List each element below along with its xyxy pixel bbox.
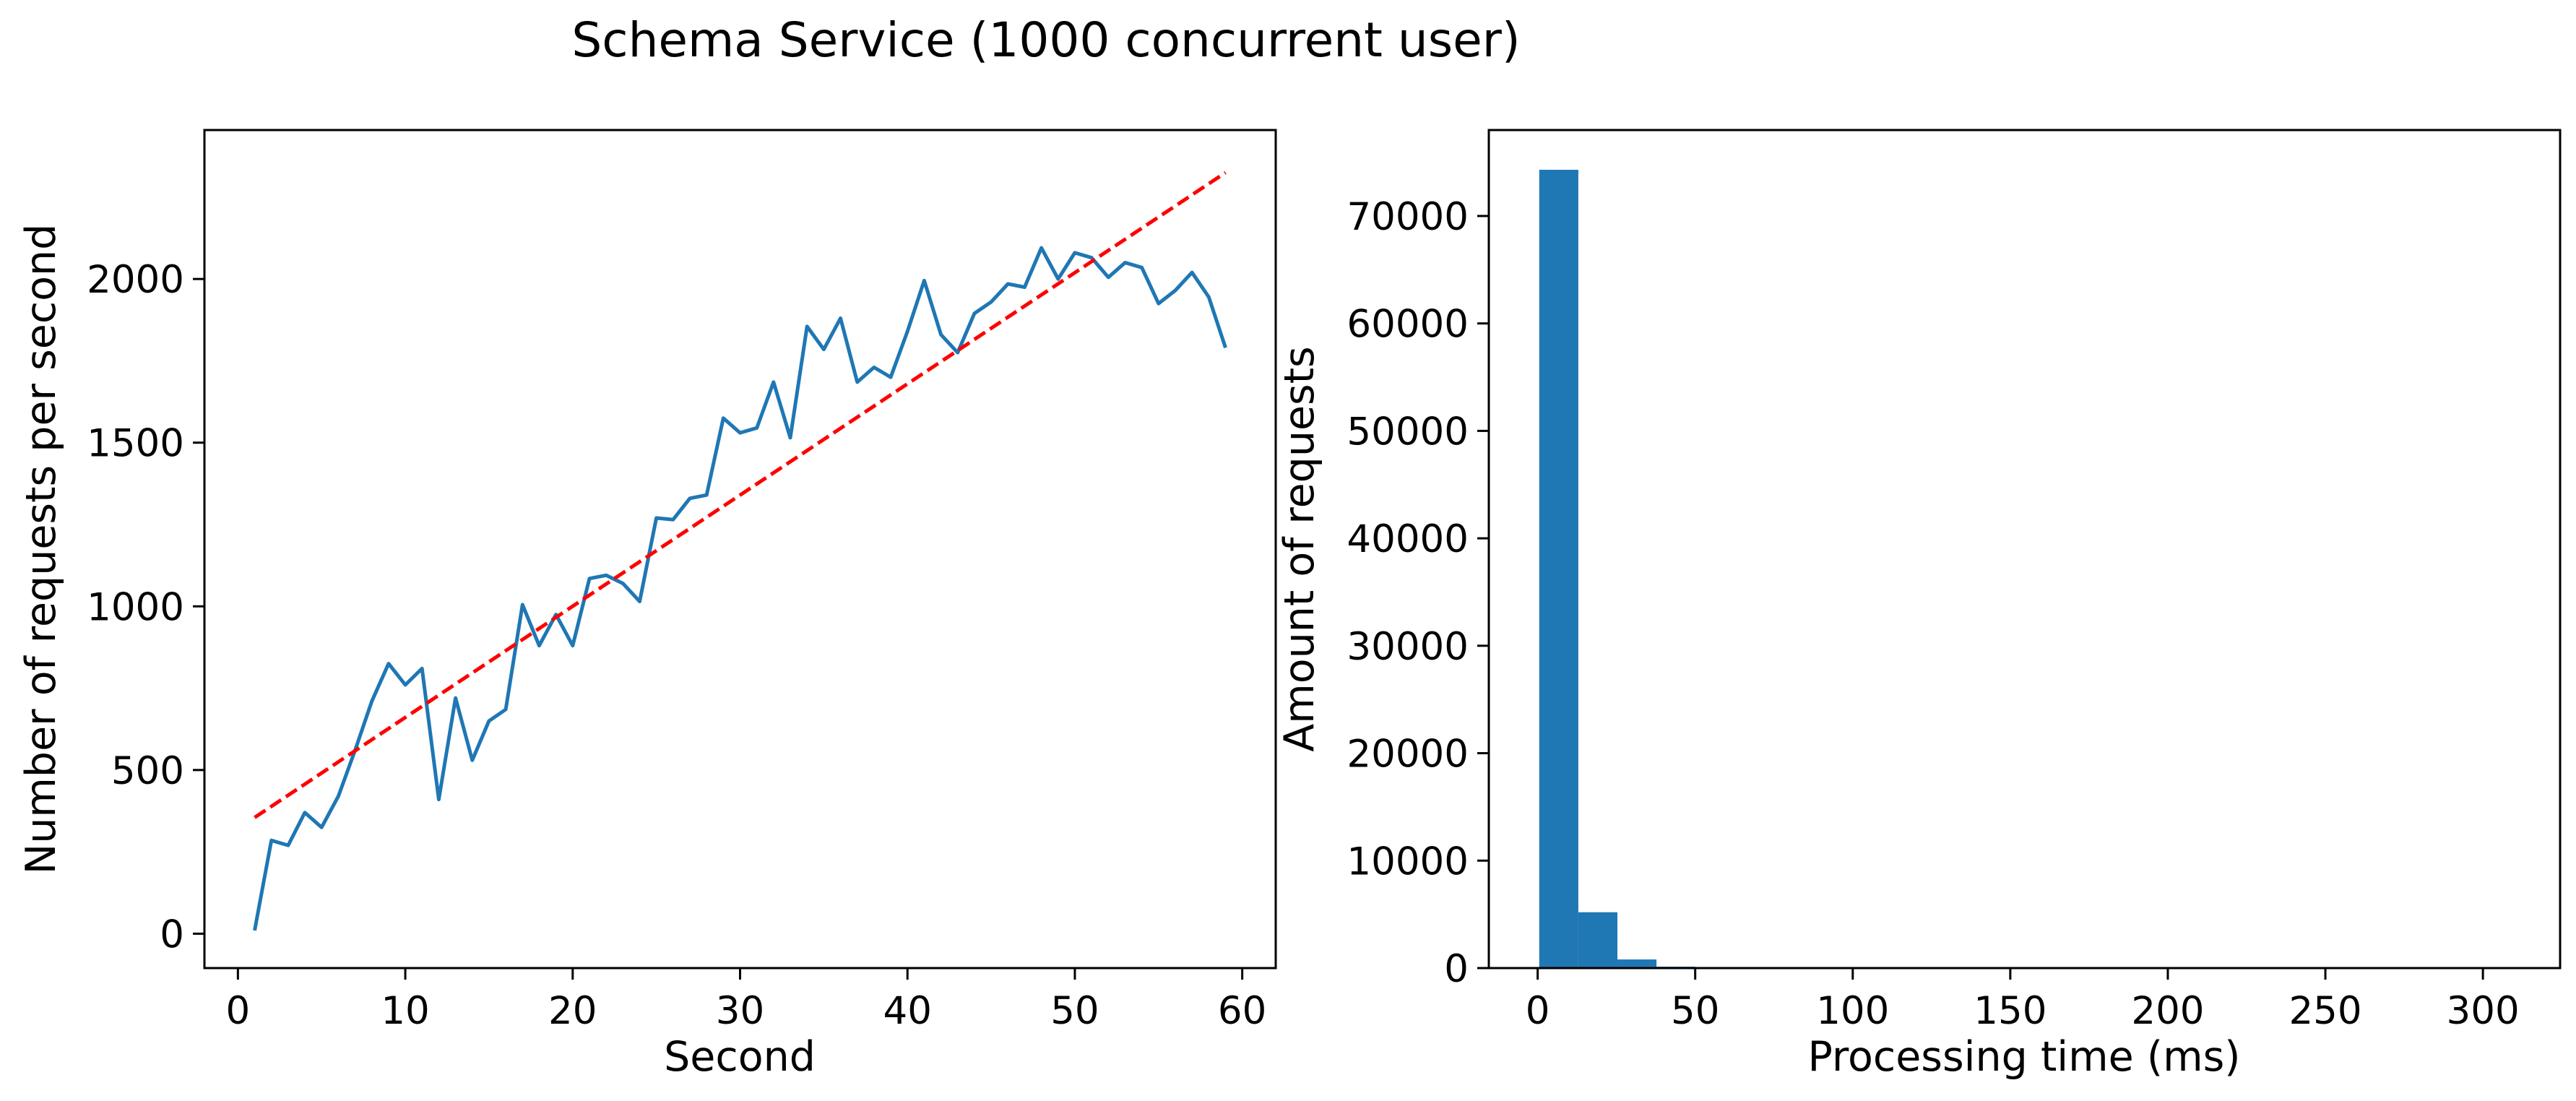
left-chart-frame (203, 129, 1277, 970)
left-y-tick-label: 1500 (87, 422, 184, 466)
right-x-tick-label: 100 (1816, 989, 1889, 1033)
histogram-bar (1578, 912, 1617, 968)
right-y-tick-label: 30000 (1347, 625, 1469, 669)
right-y-tick-label: 40000 (1347, 517, 1469, 561)
right-x-tick-label: 50 (1671, 989, 1719, 1033)
left-chart-marks (253, 170, 1227, 931)
right-x-ticks: 0 50 100 150 200 250 300 (1526, 968, 2520, 1033)
left-y-tick-label: 1000 (87, 585, 184, 629)
right-chart-frame (1487, 129, 2562, 970)
right-x-axis-label: Processing time (ms) (1807, 1033, 2240, 1081)
right-x-tick-label: 150 (1974, 989, 2046, 1033)
left-x-axis-label: Second (664, 1033, 816, 1081)
right-x-tick-label: 300 (2447, 989, 2520, 1033)
processing-time-histogram: 0 50 100 150 200 250 300 0 10000 20000 30000 40000… (1276, 129, 2562, 1081)
requests-per-second-chart: 0 10 20 30 40 50 60 0 500 1000 1500 2000 Second Nu… (17, 129, 1277, 1081)
right-y-tick-label: 20000 (1347, 733, 1469, 777)
right-y-axis-label: Amount of requests (1276, 346, 1323, 752)
histogram-bar (1539, 170, 1578, 968)
trend-line (254, 170, 1227, 819)
right-chart-marks (1539, 170, 1852, 968)
right-y-tick-label: 60000 (1347, 303, 1469, 347)
left-y-axis-label: Number of requests per second (17, 224, 65, 875)
left-x-tick-label: 30 (716, 989, 764, 1033)
right-x-tick-label: 250 (2288, 989, 2361, 1033)
left-y-tick-label: 500 (111, 749, 184, 793)
right-y-tick-label: 70000 (1347, 195, 1469, 239)
right-y-ticks: 0 10000 20000 30000 40000 50000 60000 70000 (1347, 195, 1489, 991)
left-x-tick-label: 20 (548, 989, 597, 1033)
histogram-bar (1617, 959, 1657, 968)
left-y-ticks: 0 500 1000 1500 2000 (87, 258, 204, 957)
left-x-ticks: 0 10 20 30 40 50 60 (225, 968, 1266, 1033)
right-x-tick-label: 0 (1526, 989, 1550, 1033)
left-x-tick-label: 10 (381, 989, 429, 1033)
left-x-tick-label: 0 (225, 989, 250, 1033)
left-x-tick-label: 40 (883, 989, 931, 1033)
right-x-tick-label: 200 (2131, 989, 2204, 1033)
right-y-tick-label: 0 (1444, 947, 1469, 991)
left-x-tick-label: 60 (1218, 989, 1266, 1033)
right-y-tick-label: 10000 (1347, 839, 1469, 884)
left-y-tick-label: 2000 (87, 258, 184, 302)
requests-series-line (253, 246, 1227, 931)
right-y-tick-label: 50000 (1347, 410, 1469, 454)
left-y-tick-label: 0 (160, 912, 184, 957)
left-x-tick-label: 50 (1050, 989, 1099, 1033)
figure-title: Schema Service (1000 concurrent user) (571, 12, 1520, 68)
